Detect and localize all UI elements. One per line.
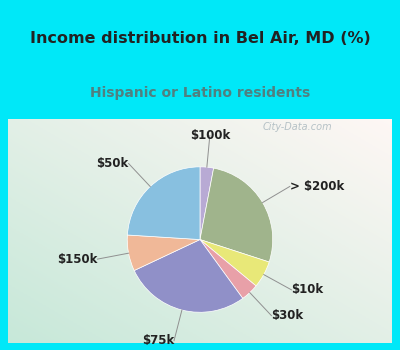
- Text: $150k: $150k: [57, 253, 98, 266]
- Text: $30k: $30k: [272, 309, 304, 322]
- Text: > $200k: > $200k: [290, 180, 344, 193]
- Wedge shape: [134, 239, 243, 312]
- Text: City-Data.com: City-Data.com: [263, 122, 333, 132]
- Text: $75k: $75k: [142, 334, 174, 347]
- Text: $50k: $50k: [96, 157, 128, 170]
- Wedge shape: [128, 167, 200, 239]
- Wedge shape: [200, 168, 273, 262]
- Text: Income distribution in Bel Air, MD (%): Income distribution in Bel Air, MD (%): [30, 30, 370, 46]
- Wedge shape: [200, 239, 269, 286]
- Wedge shape: [200, 167, 214, 239]
- Text: Hispanic or Latino residents: Hispanic or Latino residents: [90, 86, 310, 100]
- Text: $100k: $100k: [190, 129, 230, 142]
- Wedge shape: [200, 239, 256, 299]
- Text: $10k: $10k: [292, 284, 324, 296]
- Wedge shape: [127, 235, 200, 271]
